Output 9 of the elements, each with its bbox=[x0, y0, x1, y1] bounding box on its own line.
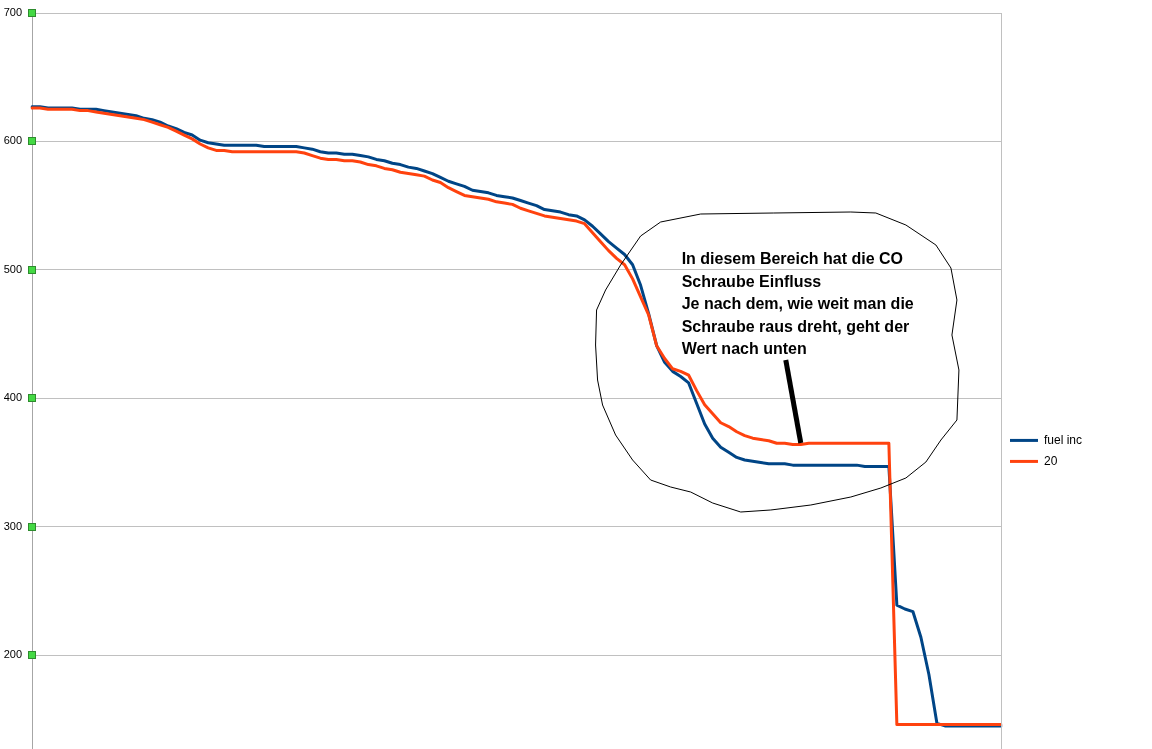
y-tick-label: 400 bbox=[3, 391, 22, 404]
y-tick-label: 300 bbox=[3, 519, 22, 532]
y-tick-label: 600 bbox=[3, 134, 22, 147]
legend-label: 20 bbox=[1043, 453, 1058, 468]
annotation: In diesem Bereich hat die CO Schraube Einfluss Je nach dem, wie weit man die Schraube raus dreht, geht der Wert nach unten bbox=[681, 250, 914, 358]
y-tick-label: 700 bbox=[3, 6, 22, 19]
y-tick-label: 200 bbox=[3, 648, 22, 661]
y-tick-label: 500 bbox=[3, 262, 22, 275]
legend-label: fuel inc bbox=[1043, 432, 1083, 447]
